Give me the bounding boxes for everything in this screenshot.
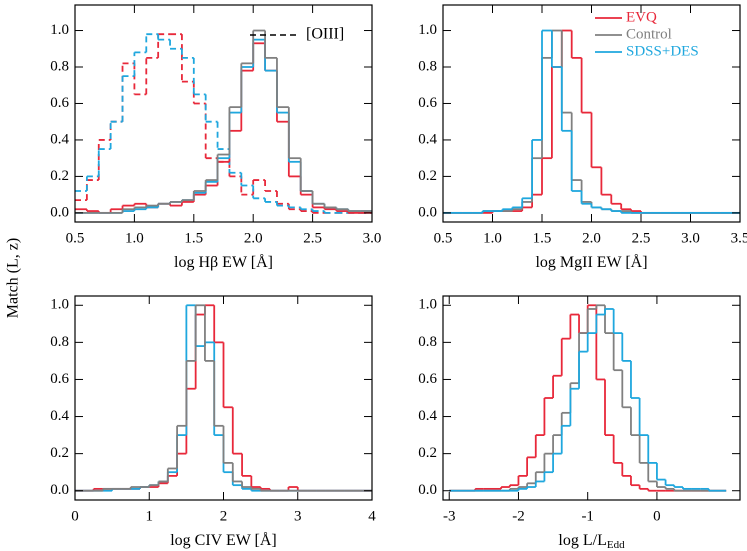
x-tick-label: -1	[581, 508, 594, 524]
y-tick-label: 0.6	[50, 95, 69, 111]
y-tick-label: 1.0	[418, 22, 437, 38]
y-tick-label: 0.8	[418, 58, 437, 74]
x-tick-label: 2	[220, 508, 228, 524]
y-tick-label: 0.2	[418, 168, 437, 184]
x-tick-label: 0	[653, 508, 661, 524]
x-axis-label: log MgII EW [Å]	[535, 253, 647, 271]
y-tick-label: 0.6	[418, 95, 437, 111]
y-tick-label: 0.0	[418, 482, 437, 498]
annotation: [OIII]	[306, 26, 344, 43]
y-tick-label: 0.0	[418, 204, 437, 220]
x-axis-label-main: log L/L	[558, 532, 606, 549]
y-tick-label: 0.2	[50, 445, 69, 461]
x-tick-label: 1.5	[184, 230, 203, 246]
x-axis-label-sub: Edd	[607, 539, 625, 551]
x-tick-label: 3.5	[731, 230, 747, 246]
x-tick-label: 0.5	[434, 230, 453, 246]
x-tick-label: 1	[146, 508, 154, 524]
y-tick-label: 0.8	[418, 334, 437, 350]
x-tick-label: 0.5	[66, 230, 85, 246]
x-tick-label: 2.5	[632, 230, 651, 246]
x-tick-label: 1.0	[125, 230, 144, 246]
y-tick-label: 1.0	[50, 22, 69, 38]
x-tick-label: 0	[71, 508, 79, 524]
y-tick-label: 0.4	[50, 131, 69, 147]
y-tick-label: 1.0	[418, 297, 437, 313]
x-tick-label: 1.5	[533, 230, 552, 246]
y-tick-label: 0.0	[50, 482, 69, 498]
x-axis-label-main: log CIV EW [Å]	[170, 531, 277, 549]
x-tick-label: 2.0	[244, 230, 263, 246]
y-tick-label: 0.0	[50, 204, 69, 220]
y-tick-label: 1.0	[50, 297, 69, 313]
panel: 0.0 0.2 0.4 0.6 0.8 1.0 0.5 1.0 1.5 2.0 2.5 3.0 log …	[50, 4, 382, 271]
plot-frame	[74, 4, 373, 223]
x-tick-label: 3	[294, 508, 302, 524]
x-tick-label: 2.5	[303, 230, 322, 246]
x-axis-label: log L/LEdd	[558, 532, 625, 551]
y-tick-label: 0.6	[50, 371, 69, 387]
legend-label: SDSS+DES	[626, 43, 699, 59]
x-axis-label: log Hβ EW [Å]	[174, 253, 273, 271]
y-tick-label: 0.8	[50, 58, 69, 74]
legend-label: EVQ	[626, 9, 657, 25]
legend-label: Control	[626, 26, 672, 42]
x-tick-label: -2	[512, 508, 525, 524]
y-tick-label: 0.2	[418, 445, 437, 461]
x-tick-label: 3.0	[363, 230, 382, 246]
panel: 0.0 0.2 0.4 0.6 0.8 1.0 0 1 2 3 4 log CIV EW [Å]	[50, 295, 376, 549]
x-axis-label-main: log MgII EW [Å]	[535, 253, 647, 271]
y-tick-label: 0.4	[418, 131, 437, 147]
y-tick-label: 0.4	[418, 408, 437, 424]
panel: 0.0 0.2 0.4 0.6 0.8 1.0 -3 -2 -1 0 log L/LEdd	[418, 295, 741, 551]
x-tick-label: 2.0	[582, 230, 601, 246]
x-tick-label: 1.0	[483, 230, 502, 246]
x-axis-label: log CIV EW [Å]	[170, 531, 277, 549]
x-tick-label: 3.0	[681, 230, 700, 246]
plot-frame	[442, 295, 741, 501]
y-tick-label: 0.4	[50, 408, 69, 424]
x-axis-label-main: log Hβ EW [Å]	[174, 253, 273, 271]
shared-y-label: Match (L, z)	[5, 238, 22, 318]
panel: 0.0 0.2 0.4 0.6 0.8 1.0 0.5 1.0 1.5 2.0 2.5 3.0 3.5 l…	[418, 4, 747, 271]
y-tick-label: 0.8	[50, 334, 69, 350]
y-tick-label: 0.2	[50, 168, 69, 184]
x-tick-label: -3	[443, 508, 456, 524]
x-tick-label: 4	[368, 508, 376, 524]
y-tick-label: 0.6	[418, 371, 437, 387]
